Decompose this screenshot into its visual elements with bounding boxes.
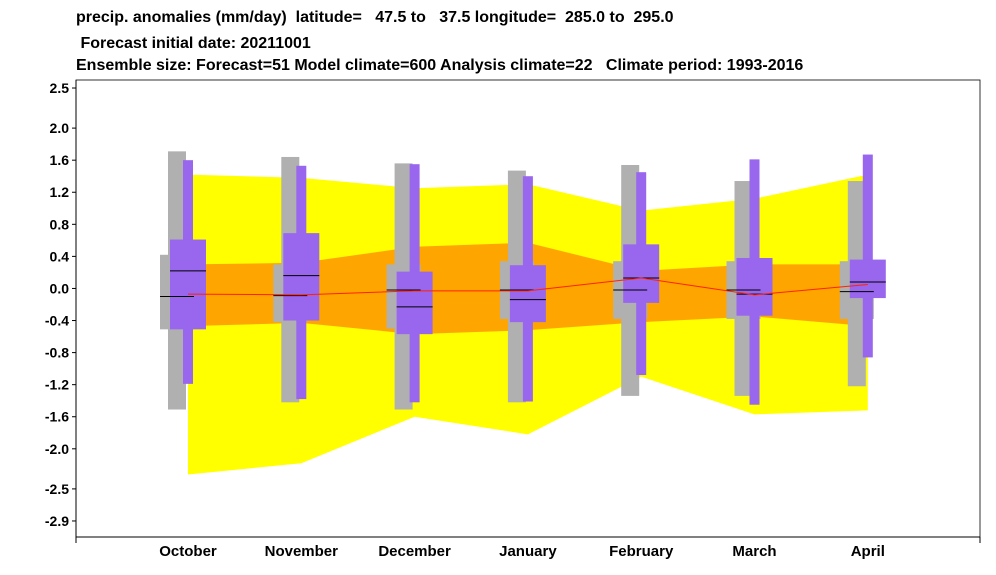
forecast-box	[509, 265, 546, 323]
x-tick-label: April	[851, 543, 885, 560]
x-tick-label: January	[499, 543, 557, 560]
y-tick-label: 1.2	[50, 184, 70, 200]
x-axis: October November December January February Ma…	[75, 536, 981, 560]
y-tick-label: 1.6	[50, 152, 70, 168]
x-tick-label: February	[609, 543, 674, 560]
y-tick-label: -2.9	[45, 513, 69, 529]
x-tick-label: December	[378, 543, 451, 560]
y-tick-label: -2.0	[45, 441, 69, 457]
boxplots	[160, 151, 886, 410]
forecast-whisker	[862, 154, 873, 358]
x-tick-label: October	[159, 543, 217, 560]
forecast-box	[736, 257, 773, 316]
y-tick-label: -0.8	[45, 345, 69, 361]
y-tick-label: -1.6	[45, 409, 69, 425]
x-tick-label: November	[265, 543, 339, 560]
analysis-median	[187, 277, 868, 296]
x-tick-label: March	[732, 543, 776, 560]
chart-title-line-3: Ensemble size: Forecast=51 Model climate…	[76, 57, 804, 74]
y-tick-label: -1.2	[45, 377, 69, 393]
forecast-box	[396, 271, 433, 335]
forecast-box	[283, 233, 320, 321]
analysis-median-line	[187, 277, 868, 296]
y-tick-label: 0.4	[50, 248, 70, 264]
y-tick-label: 2.0	[50, 120, 70, 136]
chart-title-line-1: precip. anomalies (mm/day) latitude= 47.…	[76, 9, 674, 26]
forecast-box	[170, 239, 206, 330]
y-tick-label: -2.5	[45, 481, 69, 497]
y-tick-label: 0.0	[50, 280, 70, 296]
y-tick-label: 0.8	[50, 216, 70, 232]
chart-title-line-2: Forecast initial date: 20211001	[76, 35, 311, 52]
y-axis: 2.5 2.0 1.6 1.2 0.8 0.4 0.0 -0.4 -0.8 -1.2 -1.6 -2.…	[45, 80, 77, 537]
y-tick-label: 2.5	[50, 80, 70, 96]
forecast-box	[849, 259, 886, 299]
y-tick-label: -0.4	[45, 313, 69, 329]
forecast-box	[623, 244, 660, 303]
